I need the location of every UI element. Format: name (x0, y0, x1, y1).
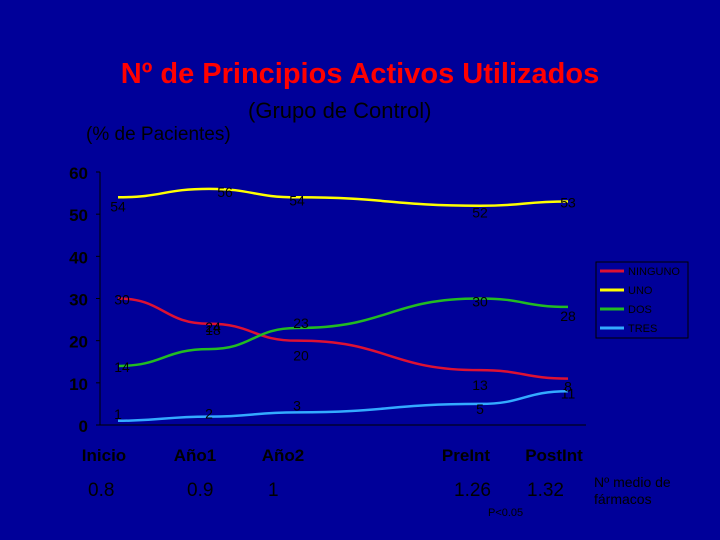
medio-value: 1 (268, 480, 279, 501)
x-tick-label: Año1 (174, 446, 217, 465)
data-label: 24 (205, 319, 221, 335)
data-label: 30 (114, 292, 130, 308)
medio-note: Nº medio de fármacos (594, 474, 671, 507)
data-label: 30 (472, 294, 488, 310)
y-tick-label: 30 (69, 291, 88, 310)
data-label: 13 (472, 377, 488, 393)
legend-label-tres: TRES (628, 323, 657, 335)
y-axis-note: (% de Pacientes) (86, 124, 231, 145)
legend-label-dos: DOS (628, 304, 652, 316)
legend-box (595, 261, 689, 339)
series-line-tres (117, 390, 569, 423)
chart-legend: NINGUNO UNO DOS TRES (595, 261, 689, 339)
data-label: 52 (472, 205, 488, 221)
series-line-ninguno (117, 297, 569, 380)
data-label: 2 (205, 406, 213, 422)
data-label: 20 (293, 348, 309, 364)
x-tick-label: Año2 (262, 446, 305, 465)
y-tick-label: 40 (69, 248, 88, 267)
y-tick-label: 20 (69, 333, 88, 352)
chart-subtitle: (Grupo de Control) (248, 98, 432, 123)
legend-label-uno: UNO (628, 285, 653, 297)
medio-value: 1.32 (527, 480, 564, 501)
data-label: 14 (114, 359, 130, 375)
legend-label-ninguno: NINGUNO (628, 266, 680, 278)
data-label: 5 (476, 401, 484, 417)
data-label: 11 (561, 386, 576, 402)
data-label: 56 (217, 184, 233, 200)
series-line-uno (117, 187, 569, 207)
data-label: 18 (205, 322, 221, 338)
data-label: 1 (114, 406, 122, 422)
y-tick-label: 10 (69, 375, 88, 394)
x-tick-label: PreInt (442, 446, 491, 465)
medio-value: 0.9 (187, 480, 214, 501)
y-tick-label: 50 (69, 206, 88, 225)
data-label: 3 (293, 397, 301, 413)
y-tick-label: 0 (79, 417, 88, 436)
data-label: 54 (289, 192, 305, 208)
data-label: 23 (293, 315, 309, 331)
data-label: 53 (560, 195, 576, 211)
data-label: 54 (110, 198, 126, 214)
medio-value: 0.8 (88, 480, 115, 501)
y-tick-label: 60 (69, 164, 88, 183)
p-value: P<0.05 (488, 507, 524, 519)
x-tick-label: Inicio (82, 446, 126, 465)
chart-title: Nº de Principios Activos Utilizados (120, 58, 600, 90)
chart-axes: 0 10 20 30 40 50 60 Inicio Año1 Año2 PreInt PostInt (69, 164, 586, 465)
x-tick-label: PostInt (525, 446, 583, 465)
series-line-dos (117, 297, 569, 368)
data-label: 28 (560, 308, 576, 324)
medio-value: 1.26 (454, 480, 491, 501)
data-label: 8 (564, 378, 572, 394)
